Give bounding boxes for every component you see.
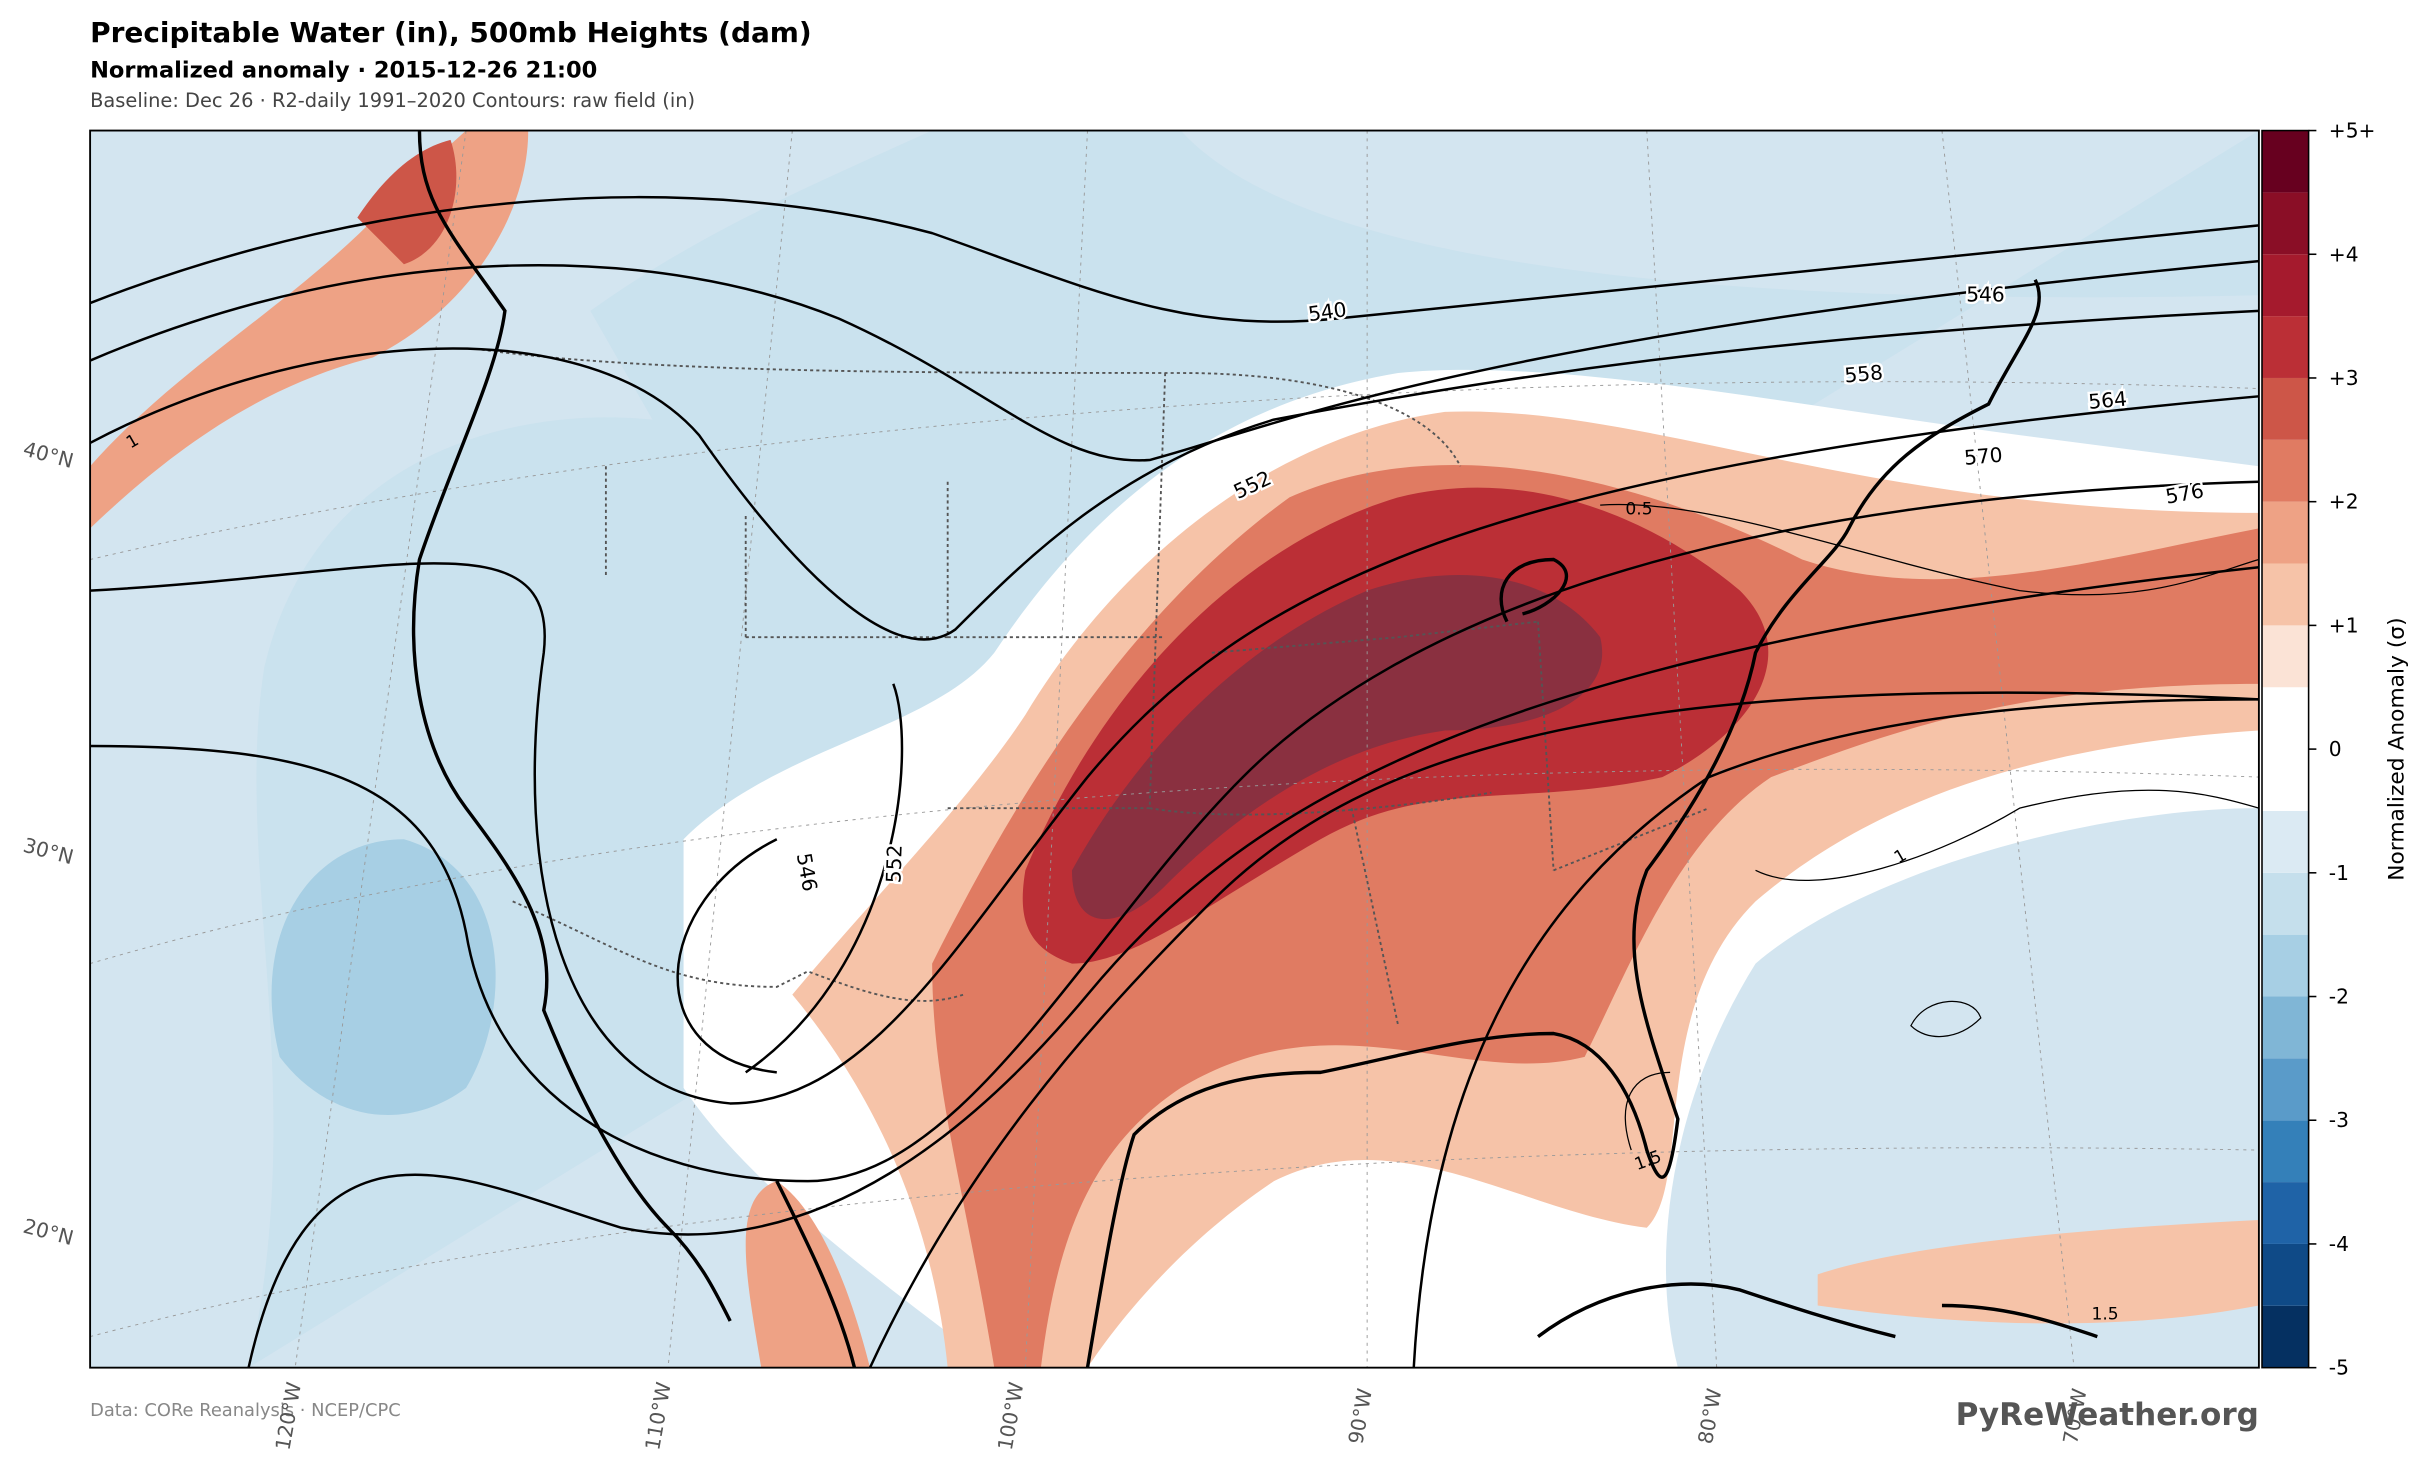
lon-label: 110°W: [640, 1380, 676, 1452]
colorbar-segment: [2262, 996, 2309, 1059]
colorbar: +5+ +4 +3 +2 +1 0 -1 -2 -3 -4 -5: [2261, 119, 2376, 1380]
graticule: [90, 130, 2259, 1368]
anomaly-fill: [1071, 575, 1603, 920]
anomaly-fill: [271, 839, 496, 1116]
lat-label: 30°N: [21, 833, 76, 869]
lat-label: 40°N: [21, 437, 76, 473]
colorbar-tick-label: +3: [2329, 366, 2359, 390]
baseline-note: Baseline: Dec 26 · R2-daily 1991–2020 Co…: [90, 89, 695, 112]
colorbar-tick-label: +2: [2329, 490, 2359, 514]
pw-contour-label: 0.5: [1625, 499, 1652, 519]
height-contour-label: 570: [1963, 443, 2003, 470]
colorbar-segment: [2262, 563, 2309, 626]
colorbar-tick-label: +5+: [2329, 119, 2376, 143]
anomaly-fill: [357, 139, 457, 265]
data-source: Data: CORe Reanalysis · NCEP/CPC: [90, 1400, 401, 1421]
colorbar-segment: [2262, 872, 2309, 935]
colorbar-segment: [2262, 625, 2309, 688]
height-contour-label: 558: [1843, 360, 1883, 387]
colorbar-tick-label: -1: [2329, 861, 2349, 885]
colorbar-segment: [2262, 316, 2309, 378]
lon-label: 100°W: [993, 1380, 1029, 1452]
colorbar-segment: [2262, 254, 2309, 317]
colorbar-tick-label: -4: [2329, 1232, 2349, 1256]
colorbar-segment: [2262, 439, 2309, 502]
boundaries: [481, 348, 1710, 1026]
pw-contour-label: 1.5: [2092, 1304, 2119, 1324]
colorbar-tick-label: -5: [2329, 1356, 2349, 1380]
colorbar-tick-label: +1: [2329, 613, 2359, 637]
lat-label: 20°N: [21, 1214, 76, 1250]
lon-label: 70°W: [2058, 1387, 2091, 1446]
colorbar-tick-label: -3: [2329, 1108, 2349, 1132]
colorbar-segment: [2262, 1243, 2309, 1306]
colorbar-segment: [2262, 1058, 2309, 1121]
colorbar-segment: [2262, 687, 2309, 811]
colorbar-label: Normalized Anomaly (σ): [2384, 617, 2409, 880]
colorbar-segment: [2262, 501, 2309, 564]
pw-contours: [1600, 503, 2259, 1151]
map-area: [90, 130, 2259, 1368]
colorbar-segment: [2262, 192, 2309, 255]
height-contour-label: 552: [881, 844, 906, 883]
colorbar-segment: [2262, 934, 2309, 997]
colorbar-segment: [2262, 1305, 2309, 1368]
height-contour-label: 540: [1307, 297, 1349, 326]
height-contours: [90, 195, 2259, 1368]
title: Precipitable Water (in), 500mb Heights (…: [90, 16, 812, 49]
map-frame: [89, 129, 2260, 1369]
colorbar-tick-label: -2: [2329, 985, 2349, 1009]
colorbar-segment: [2262, 377, 2309, 440]
colorbar-segment: [2262, 810, 2309, 873]
colorbar-segment: [2262, 130, 2309, 193]
colorbar-tick-label: 0: [2329, 737, 2342, 761]
colorbar-tick-label: +4: [2329, 242, 2359, 266]
coastline: [411, 130, 2098, 1368]
colorbar-segment: [2262, 1120, 2309, 1183]
colorbar-segment: [2262, 1182, 2309, 1244]
height-contour-label: 564: [2087, 387, 2127, 414]
anomaly-fill: [1817, 1220, 2259, 1324]
subtitle: Normalized anomaly · 2015-12-26 21:00: [90, 58, 597, 84]
brand: PyReWeather.org: [1956, 1397, 2259, 1433]
lon-label: 80°W: [1693, 1387, 1726, 1446]
height-contour-label: 546: [1966, 283, 2005, 307]
lon-label: 90°W: [1344, 1387, 1377, 1446]
